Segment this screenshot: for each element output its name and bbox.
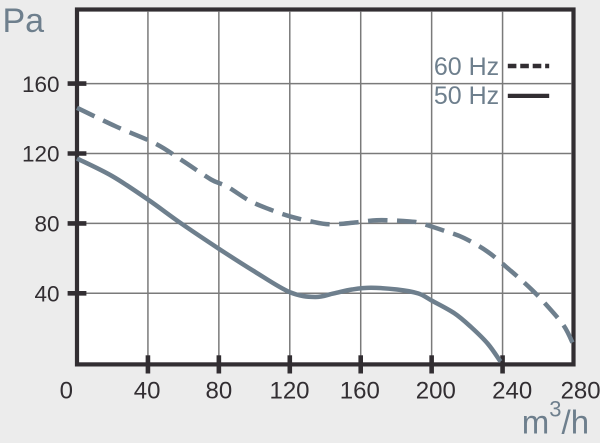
svg-text:40: 40 [34,282,59,307]
svg-text:50 Hz: 50 Hz [434,82,499,110]
svg-text:Pa: Pa [3,2,45,40]
svg-text:m3/h: m3/h [522,396,589,440]
svg-text:0: 0 [60,378,73,405]
svg-text:120: 120 [22,142,60,167]
svg-text:60 Hz: 60 Hz [434,53,499,81]
svg-text:160: 160 [22,72,60,97]
svg-text:240: 240 [492,378,532,405]
svg-text:80: 80 [206,378,233,405]
svg-text:120: 120 [269,378,309,405]
svg-text:80: 80 [34,212,59,237]
svg-text:200: 200 [416,378,456,405]
svg-text:160: 160 [340,378,380,405]
svg-text:40: 40 [134,378,161,405]
svg-text:280: 280 [561,378,600,405]
